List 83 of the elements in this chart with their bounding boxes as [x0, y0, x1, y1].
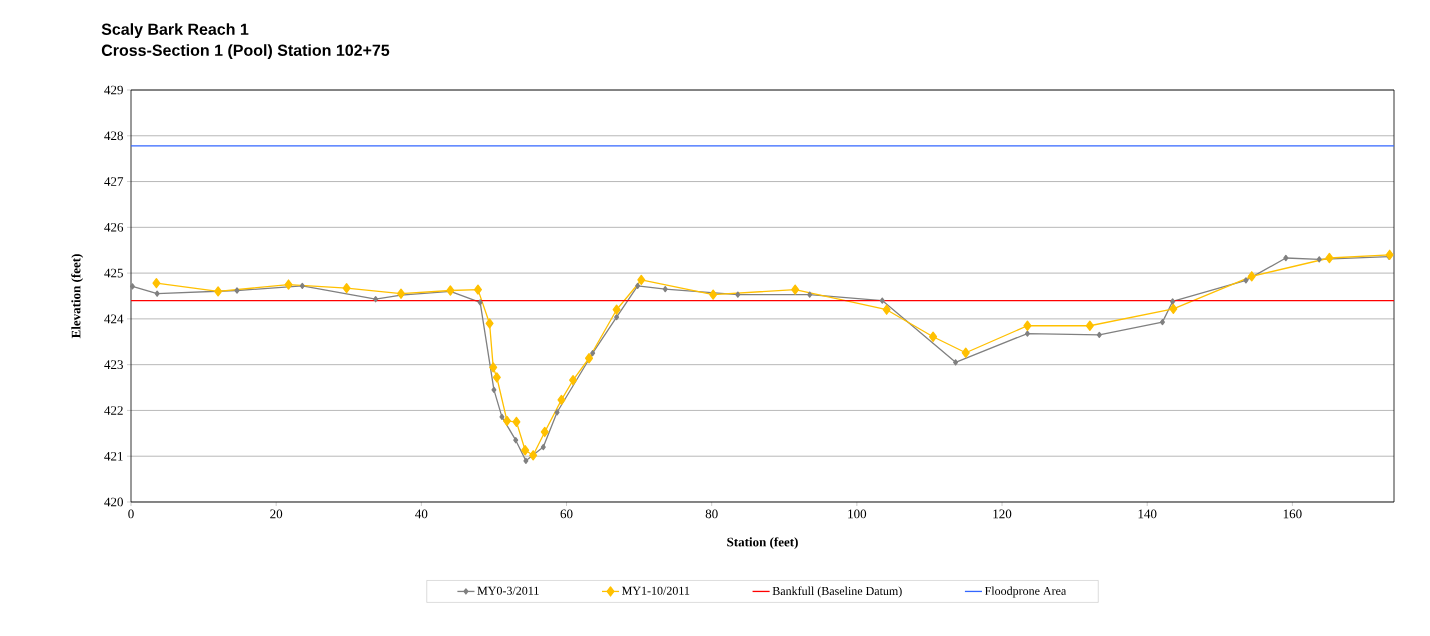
point	[529, 450, 538, 461]
point	[1169, 303, 1178, 314]
point	[1283, 254, 1289, 262]
x-tick-label: 160	[1283, 509, 1302, 519]
point	[557, 394, 566, 406]
point	[234, 287, 240, 294]
x-tick-label: 120	[993, 509, 1012, 519]
point	[485, 318, 494, 329]
point	[1325, 252, 1334, 264]
point	[373, 296, 379, 303]
legend-label: Floodprone Area	[984, 586, 1067, 598]
point	[512, 416, 521, 428]
point	[1385, 249, 1394, 260]
x-tick-label: 140	[1138, 509, 1157, 519]
point	[635, 282, 641, 290]
y-tick-label: 425	[104, 268, 123, 278]
point	[129, 283, 135, 290]
legend-label: MY1-10/2011	[622, 586, 690, 595]
point	[477, 299, 483, 306]
point	[1159, 318, 1165, 326]
x-tick-label: 100	[848, 509, 867, 519]
y-tick-label: 426	[104, 222, 124, 232]
point	[807, 291, 813, 298]
y-tick-label: 421	[104, 451, 123, 461]
point	[540, 426, 549, 438]
point	[513, 437, 519, 444]
x-axis-title: Station (feet)	[727, 537, 798, 550]
chart-subtitle: Cross-Section 1 (Pool) Station 102+75	[101, 44, 390, 60]
point	[569, 375, 578, 386]
point	[1316, 256, 1322, 263]
point	[662, 285, 668, 293]
point	[1085, 320, 1094, 331]
y-tick-label: 428	[104, 131, 123, 141]
x-tick-label: 20	[270, 509, 283, 519]
point	[154, 290, 160, 297]
point	[491, 386, 497, 393]
point	[492, 372, 501, 383]
x-tick-label: 40	[415, 509, 428, 519]
y-tick-label: 429	[104, 85, 123, 95]
point	[502, 415, 512, 427]
point	[590, 350, 596, 357]
point	[709, 289, 718, 300]
point	[961, 347, 970, 358]
chart-title: Scaly Bark Reach 1	[101, 23, 249, 39]
point	[953, 359, 959, 366]
x-tick-label: 60	[560, 509, 573, 519]
point	[735, 291, 741, 298]
point	[882, 304, 891, 315]
point	[614, 313, 620, 321]
legend-label: MY0-3/2011	[477, 586, 539, 595]
point	[540, 443, 546, 451]
point	[1023, 320, 1032, 331]
point	[521, 445, 530, 456]
y-tick-label: 427	[104, 177, 124, 186]
y-tick-label: 420	[104, 497, 123, 507]
y-tick-label: 422	[104, 406, 123, 415]
point	[554, 409, 560, 416]
point	[342, 283, 351, 294]
point	[929, 331, 938, 342]
y-tick-label: 424	[104, 314, 124, 324]
point	[1243, 277, 1249, 284]
point	[612, 304, 621, 315]
point	[879, 297, 885, 304]
point	[299, 282, 305, 290]
x-tick-label: 0	[128, 509, 134, 519]
point	[1247, 271, 1256, 282]
y-axis-title: Elevation (feet)	[71, 254, 84, 339]
point	[585, 353, 594, 364]
point	[152, 278, 161, 289]
point	[473, 284, 482, 295]
point	[791, 284, 800, 295]
point	[1096, 331, 1102, 339]
point	[1024, 330, 1030, 337]
point	[637, 274, 646, 286]
point	[523, 457, 529, 464]
x-tick-label: 80	[705, 509, 718, 519]
point	[499, 413, 505, 420]
point	[284, 279, 293, 290]
point	[489, 362, 498, 373]
legend-label: Bankfull (Baseline Datum)	[772, 586, 902, 598]
point	[214, 286, 223, 297]
y-tick-label: 423	[104, 360, 123, 370]
point	[1170, 298, 1176, 305]
